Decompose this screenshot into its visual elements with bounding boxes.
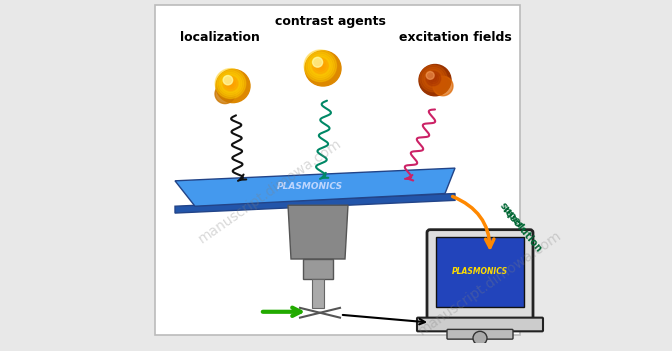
Text: manuscript.dimowa.com: manuscript.dimowa.com xyxy=(196,136,344,245)
FancyBboxPatch shape xyxy=(417,318,543,331)
Circle shape xyxy=(227,80,234,87)
Circle shape xyxy=(473,331,487,345)
Text: localization: localization xyxy=(180,31,260,44)
Circle shape xyxy=(419,65,451,96)
FancyBboxPatch shape xyxy=(155,5,520,335)
Circle shape xyxy=(420,65,447,92)
Circle shape xyxy=(308,54,333,78)
Text: resolution: resolution xyxy=(500,205,544,254)
Circle shape xyxy=(424,69,443,88)
Circle shape xyxy=(319,64,322,67)
Circle shape xyxy=(310,56,331,75)
Text: contrast agents: contrast agents xyxy=(275,15,386,28)
Circle shape xyxy=(428,73,439,84)
Circle shape xyxy=(314,60,326,72)
Circle shape xyxy=(223,76,238,91)
Circle shape xyxy=(317,62,324,69)
Circle shape xyxy=(221,74,240,93)
Circle shape xyxy=(430,75,437,82)
Circle shape xyxy=(215,68,246,99)
Circle shape xyxy=(304,50,337,82)
FancyBboxPatch shape xyxy=(447,329,513,339)
Circle shape xyxy=(225,78,236,89)
Circle shape xyxy=(305,51,341,86)
Circle shape xyxy=(433,76,453,96)
Circle shape xyxy=(219,72,242,95)
Polygon shape xyxy=(175,168,455,206)
Circle shape xyxy=(223,75,233,85)
Circle shape xyxy=(426,72,434,79)
Circle shape xyxy=(215,84,235,104)
Text: PLASMONICS: PLASMONICS xyxy=(452,267,508,276)
FancyBboxPatch shape xyxy=(427,230,533,322)
Circle shape xyxy=(312,58,328,74)
Circle shape xyxy=(312,57,323,67)
Text: excitation fields: excitation fields xyxy=(398,31,511,44)
Bar xyxy=(312,279,324,308)
Bar xyxy=(436,237,524,307)
Circle shape xyxy=(426,71,441,86)
Text: PLASMONICS: PLASMONICS xyxy=(277,182,343,191)
Circle shape xyxy=(228,82,232,85)
Circle shape xyxy=(306,52,335,80)
FancyArrowPatch shape xyxy=(452,197,494,247)
Text: manuscript.dimowa.com: manuscript.dimowa.com xyxy=(416,229,564,338)
Bar xyxy=(303,259,333,279)
Polygon shape xyxy=(175,193,455,213)
Circle shape xyxy=(216,69,250,102)
Text: super-: super- xyxy=(498,200,528,234)
Circle shape xyxy=(422,67,445,90)
Circle shape xyxy=(217,71,244,97)
Polygon shape xyxy=(288,205,348,259)
